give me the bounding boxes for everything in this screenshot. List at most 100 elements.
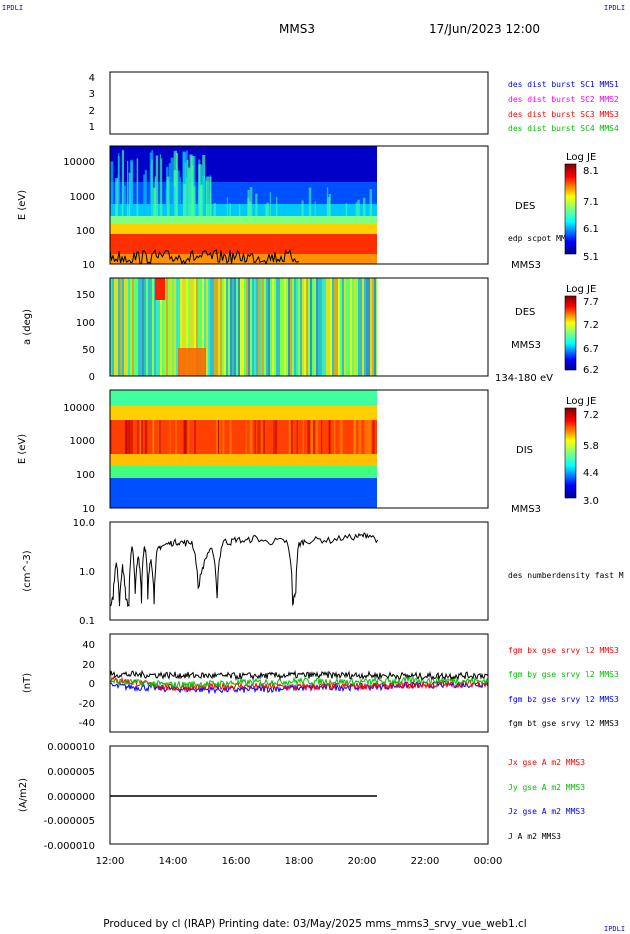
spectrogram-column <box>188 278 190 376</box>
spectrogram-column <box>112 278 114 376</box>
spectrogram-streak <box>274 420 278 454</box>
spectrogram-streak <box>155 155 159 216</box>
spectrogram-column <box>192 278 194 376</box>
spectrogram-column <box>184 278 186 376</box>
y-axis-label: E (eV) <box>17 190 28 220</box>
spectrogram-column <box>310 278 312 376</box>
y-axis-label: (A/m2) <box>18 778 29 812</box>
colorbar-title: Log JE <box>566 152 596 163</box>
spectrogram-streak <box>131 420 133 454</box>
spectrogram-streak <box>248 201 252 216</box>
spectrogram-streak <box>257 420 261 454</box>
spectrogram-column <box>200 278 202 376</box>
spectrogram-column <box>168 278 170 376</box>
spectrogram-column <box>260 278 262 376</box>
spectrogram-column <box>366 278 368 376</box>
spectrogram-column <box>374 278 376 376</box>
x-tick-label: 16:00 <box>222 856 251 867</box>
spectrogram-column <box>308 278 310 376</box>
y-tick-label: 0 <box>89 679 95 690</box>
spectrogram-column <box>246 278 248 376</box>
y-tick-label: 0.000010 <box>47 742 95 753</box>
panel-dis-energy: 10000 1000 100 10 E (eV) DIS MMS3 Log JE… <box>17 389 599 515</box>
spectrogram-column <box>238 278 240 376</box>
spectrogram-streak <box>339 420 343 454</box>
date-title: 17/Jun/2023 12:00 <box>429 22 541 36</box>
spectrogram-streak <box>169 420 171 454</box>
spectrogram-streak <box>296 420 298 454</box>
spectrogram-streak <box>175 420 177 454</box>
spectrogram-streak <box>182 183 187 216</box>
spectrogram-streak <box>121 150 125 216</box>
spectrogram-column <box>248 278 250 376</box>
spectrogram-streak <box>115 178 119 216</box>
y-tick-label: 50 <box>82 345 95 356</box>
spectrogram-column <box>166 278 168 376</box>
spectrogram-column <box>262 278 264 376</box>
spectrogram-streak <box>249 420 253 454</box>
spectrogram-streak <box>273 420 275 454</box>
legend-entry-jy: Jy gse A m2 MMS3 <box>508 783 585 792</box>
field-series-line <box>110 675 488 689</box>
spectrogram-column <box>154 278 156 376</box>
spectrogram-streak <box>198 164 202 216</box>
spectrogram-streak <box>144 420 148 454</box>
y-tick-label: 1000 <box>70 192 95 203</box>
spectrogram-streak <box>353 420 357 454</box>
spectrogram-streak <box>229 203 231 216</box>
spectrogram-streak <box>153 188 157 216</box>
panel-density: 10.0 1.0 0.1 (cm^-3) des numberdensity f… <box>22 518 624 627</box>
y-tick-label: 10000 <box>63 403 95 414</box>
spectrogram-streak <box>329 420 331 454</box>
spectrogram-streak <box>366 420 370 454</box>
spectrogram-streak <box>302 420 305 454</box>
spectrogram-column <box>176 278 178 376</box>
spectrogram-streak <box>218 420 221 454</box>
spectrogram-column <box>190 278 192 376</box>
spectrogram-streak <box>174 169 176 216</box>
colorbar <box>564 407 577 499</box>
y-tick-label: 10 <box>82 260 95 271</box>
spectrogram-column <box>136 278 138 376</box>
spectrogram-column <box>314 278 316 376</box>
spectrogram-column <box>330 278 332 376</box>
spectrogram-streak <box>314 201 316 216</box>
spectrogram-column <box>272 278 274 376</box>
spectrogram-column <box>110 278 112 376</box>
spectrogram-column <box>116 278 118 376</box>
panel-magnetic-field: 40 20 0 -20 -40 (nT) fgm bx gse srvy l2 … <box>22 633 619 733</box>
spectrogram-column <box>194 278 196 376</box>
colorbar-tick: 4.4 <box>583 468 599 479</box>
spectrogram-column <box>350 278 352 376</box>
spectrogram-column <box>334 278 336 376</box>
spectrogram-column <box>130 278 132 376</box>
panel-frame <box>109 389 489 509</box>
spectrogram-column <box>240 278 242 376</box>
spectrogram-streak <box>152 187 155 216</box>
y-tick-label: 1 <box>89 122 95 133</box>
corner-label-top-left: IPDLI <box>2 4 24 12</box>
legend-entry-mms4: des dist burst SC4 MMS4 <box>508 124 619 133</box>
colorbar-tick: 7.7 <box>583 297 599 308</box>
spectrogram-column <box>270 278 272 376</box>
y-tick-label: 150 <box>76 290 95 301</box>
spectrogram-streak <box>288 420 292 454</box>
y-tick-label: 10 <box>82 504 95 515</box>
spectrogram-streak <box>130 159 133 216</box>
spectrogram-column <box>120 278 122 376</box>
spectrogram-column <box>286 278 288 376</box>
x-tick-label: 22:00 <box>411 856 440 867</box>
spectrogram-column <box>156 278 158 376</box>
spectrogram-column <box>338 278 340 376</box>
spectrogram-streaks <box>110 278 377 376</box>
y-tick-label: 100 <box>76 226 95 237</box>
colorbar-title: Log JE <box>566 396 596 407</box>
spectrogram-streak <box>136 158 139 216</box>
spectrogram-column <box>114 278 116 376</box>
spectrogram-streak <box>333 420 336 454</box>
spectrogram-streak <box>170 157 174 216</box>
spectrogram-streak <box>137 420 139 454</box>
energy-range-label: 134-180 eV <box>495 373 553 384</box>
colorbar-tick: 7.2 <box>583 320 599 331</box>
x-tick-label: 14:00 <box>159 856 188 867</box>
